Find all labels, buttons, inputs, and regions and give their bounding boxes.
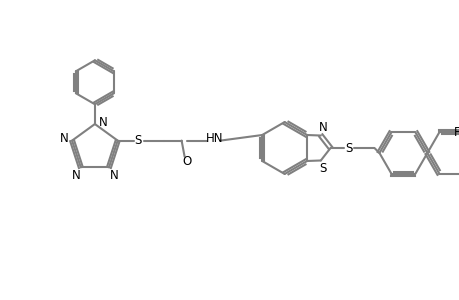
Text: N: N: [318, 121, 326, 134]
Text: S: S: [319, 162, 326, 175]
Text: O: O: [182, 155, 191, 168]
Text: N: N: [71, 169, 80, 182]
Text: HN: HN: [205, 132, 223, 145]
Text: S: S: [134, 134, 141, 147]
Text: N: N: [60, 132, 68, 145]
Text: S: S: [344, 142, 352, 154]
Text: N: N: [109, 169, 118, 182]
Text: N: N: [98, 116, 107, 128]
Text: F: F: [453, 126, 459, 139]
